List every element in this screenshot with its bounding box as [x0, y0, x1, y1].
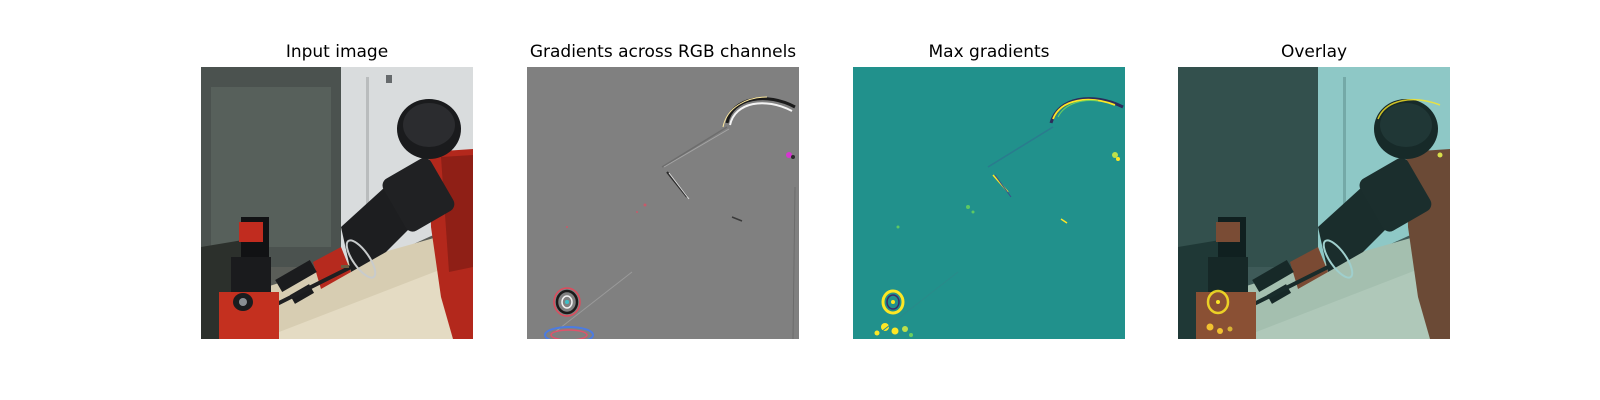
max-gradients-image [853, 67, 1125, 339]
max-gradient-heatmap [853, 67, 1125, 339]
overlay-photo [1178, 67, 1450, 339]
rgb-gradients-image [527, 67, 799, 339]
panel-title-max-gradients: Max gradients [928, 42, 1050, 62]
robot-arm-photo [201, 67, 473, 339]
rgb-gradient-map [527, 67, 799, 339]
input-image [201, 67, 473, 339]
panel-title-rgb-gradients: Gradients across RGB channels [529, 42, 797, 62]
panel-title-overlay: Overlay [1280, 42, 1348, 62]
overlay-image [1178, 67, 1450, 339]
panel-title-input-image: Input image [285, 42, 389, 62]
